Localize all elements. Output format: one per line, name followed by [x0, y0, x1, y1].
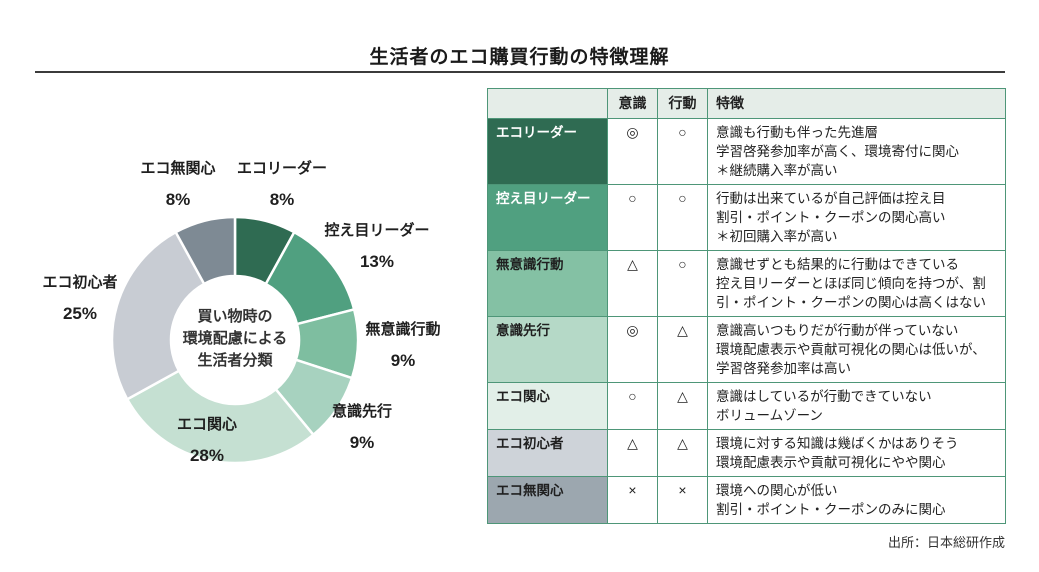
donut-center-line-3: 生活者分類 [197, 352, 273, 369]
segment-label: 無意識行動 [365, 321, 441, 338]
behavior-symbol: ○ [657, 118, 708, 185]
classification-table: 意識 行動 特徴 エコリーダー ◎ ○ 意識も行動も伴った先進層 学習啓発参加率… [487, 88, 1006, 524]
table-row-awareness-first: 意識先行 ◎ △ 意識高いつもりだが行動が伴っていない 環境配慮表示や貢献可視化… [487, 316, 1006, 383]
awareness-symbol: ◎ [607, 118, 658, 185]
segment-label: 意識先行 [331, 403, 393, 420]
source-note: 出所：日本総研作成 [887, 535, 1005, 550]
segment-percent: 8% [165, 190, 191, 209]
title-divider [35, 71, 1005, 73]
awareness-symbol: ○ [607, 382, 658, 430]
feature-text: 行動は出来ているが自己評価は控え目 割引・ポイント・クーポンの関心高い ＊初回購… [707, 184, 1006, 251]
donut-center-line-1: 買い物時の [197, 308, 273, 325]
header-features: 特徴 [707, 88, 1006, 119]
segment-percent: 28% [189, 446, 225, 465]
table-row-eco-beginner: エコ初心者 △ △ 環境に対する知識は幾ばくかはありそう 環境配慮表示や貢献可視… [487, 429, 1006, 477]
feature-text: 環境に対する知識は幾ばくかはありそう 環境配慮表示や貢献可視化にやや関心 [707, 429, 1006, 477]
behavior-symbol: △ [657, 316, 708, 383]
donut-segment-4 [125, 369, 315, 465]
donut-label-modest-leader: 控え目リーダー 13% [324, 219, 429, 272]
row-label: エコ関心 [487, 382, 608, 430]
donut-segment-6 [174, 215, 237, 286]
header-behavior: 行動 [657, 88, 708, 119]
donut-center-line-2: 環境配慮による [182, 330, 288, 347]
feature-text: 環境への関心が低い 割引・ポイント・クーポンのみに関心 [707, 476, 1006, 524]
awareness-symbol: △ [607, 429, 658, 477]
behavior-symbol: ○ [657, 250, 708, 317]
table-row-modest-leader: 控え目リーダー ○ ○ 行動は出来ているが自己評価は控え目 割引・ポイント・クー… [487, 184, 1006, 251]
segment-label: エコ初心者 [42, 274, 118, 291]
table-row-eco-leader: エコリーダー ◎ ○ 意識も行動も伴った先進層 学習啓発参加率が高く、環境寄付に… [487, 118, 1006, 185]
donut-label-unconscious-action: 無意識行動 9% [365, 318, 440, 371]
behavior-symbol: × [657, 476, 708, 524]
row-label: 無意識行動 [487, 250, 608, 317]
feature-text: 意識高いつもりだが行動が伴っていない 環境配慮表示や貢献可視化の関心は低いが、学… [707, 316, 1006, 383]
table-header-row: 意識 行動 特徴 [487, 88, 1006, 119]
donut-label-awareness-first: 意識先行 9% [332, 400, 392, 453]
segment-label: エコ無関心 [140, 160, 216, 177]
awareness-symbol: × [607, 476, 658, 524]
donut-label-eco-indifferent: エコ無関心 8% [140, 157, 215, 210]
awareness-symbol: ◎ [607, 316, 658, 383]
awareness-symbol: ○ [607, 184, 658, 251]
donut-svg [110, 215, 360, 465]
segment-percent: 13% [359, 252, 395, 271]
segment-percent: 9% [349, 433, 375, 452]
segment-percent: 9% [390, 351, 416, 370]
feature-text: 意識せずとも結果的に行動はできている 控え目リーダーとほぼ同じ傾向を持つが、割引… [707, 250, 1006, 317]
table-row-eco-interest: エコ関心 ○ △ 意識はしているが行動できていない ボリュームゾーン [487, 382, 1006, 430]
row-label: エコ初心者 [487, 429, 608, 477]
behavior-symbol: △ [657, 429, 708, 477]
segment-label: エコ関心 [176, 416, 238, 433]
row-label: 控え目リーダー [487, 184, 608, 251]
segment-percent: 8% [269, 190, 295, 209]
behavior-symbol: ○ [657, 184, 708, 251]
page-title: 生活者のエコ購買行動の特徴理解 [369, 47, 670, 68]
donut-label-eco-beginner: エコ初心者 25% [42, 271, 117, 324]
awareness-symbol: △ [607, 250, 658, 317]
feature-text: 意識も行動も伴った先進層 学習啓発参加率が高く、環境寄付に関心 ＊継続購入率が高… [707, 118, 1006, 185]
feature-text: 意識はしているが行動できていない ボリュームゾーン [707, 382, 1006, 430]
donut-center-label: 買い物時の 環境配慮による 生活者分類 [155, 306, 315, 372]
segment-label: エコリーダー [236, 160, 328, 177]
row-label: エコリーダー [487, 118, 608, 185]
donut-label-eco-leader: エコリーダー 8% [237, 157, 327, 210]
segment-percent: 25% [62, 304, 98, 323]
table-row-eco-indifferent: エコ無関心 × × 環境への関心が低い 割引・ポイント・クーポンのみに関心 [487, 476, 1006, 524]
segment-label: 控え目リーダー [324, 222, 430, 239]
header-awareness: 意識 [607, 88, 658, 119]
row-label: 意識先行 [487, 316, 608, 383]
row-label: エコ無関心 [487, 476, 608, 524]
donut-chart [110, 215, 360, 465]
donut-label-eco-interest: エコ関心 28% [177, 413, 237, 466]
header-category [487, 88, 608, 119]
table-row-unconscious-action: 無意識行動 △ ○ 意識せずとも結果的に行動はできている 控え目リーダーとほぼ同… [487, 250, 1006, 317]
donut-segment-5 [110, 230, 206, 401]
behavior-symbol: △ [657, 382, 708, 430]
